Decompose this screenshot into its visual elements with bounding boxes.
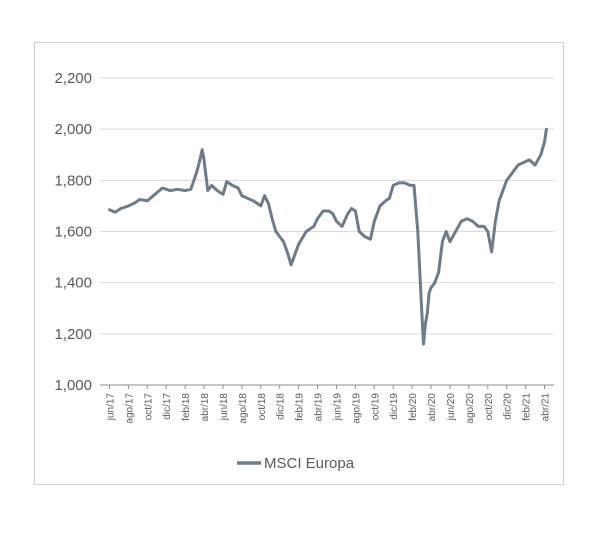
x-tick-label: feb/18 [181,393,192,421]
x-tick-labels: jun/17 ago/17 oct/17 dic/17 feb/18 abr/18 jun/… [105,393,551,424]
gridlines [100,77,554,335]
x-tick-label: ago/19 [351,393,362,424]
x-tick-label: jun/19 [332,393,343,422]
y-tick-label: 1,800 [54,172,92,189]
y-tick-label: 1,600 [54,224,92,241]
x-tick-label: jun/20 [446,393,457,422]
y-tick-label: 2,200 [54,70,92,87]
x-tick-label: ago/18 [238,393,249,424]
y-tick-label: 1,000 [54,377,92,394]
x-tick-label: abr/19 [314,393,325,422]
x-tick-label: ago/20 [465,393,476,424]
series-line-msci-europa [108,127,548,346]
x-tick-label: abr/20 [427,393,438,422]
y-tick-labels: 1,000 1,200 1,400 1,600 1,800 2,000 2,200 [54,70,92,394]
x-tick-label: dic/20 [503,393,514,420]
y-tick-label: 1,200 [54,326,92,343]
x-tick-label: abr/21 [541,393,552,422]
x-tick-label: oct/17 [143,393,154,421]
x-tick-label: oct/19 [370,393,381,421]
x-tick-label: dic/18 [276,393,287,420]
x-tick-label: feb/21 [522,393,533,421]
line-chart: 1,000 1,200 1,400 1,600 1,800 2,000 2,200 jun/… [54,70,554,472]
x-tick-label: abr/18 [200,393,211,422]
x-tick-label: feb/19 [295,393,306,421]
x-tick-label: oct/20 [484,393,495,421]
legend: MSCI Europa [237,455,355,472]
x-tick-label: dic/17 [162,393,173,420]
x-tick-label: jun/17 [105,393,116,422]
series-lines [108,127,548,346]
chart-frame: 1,000 1,200 1,400 1,600 1,800 2,000 2,200 jun/… [34,42,564,485]
x-tick-label: ago/17 [124,393,135,424]
legend-label: MSCI Europa [264,455,355,472]
x-tick-label: jun/18 [219,393,230,422]
x-tick-label: dic/19 [389,393,400,420]
y-tick-label: 2,000 [54,121,92,138]
y-tick-label: 1,400 [54,275,92,292]
axes [100,384,554,389]
x-tick-label: feb/20 [408,393,419,421]
x-tick-label: oct/18 [257,393,268,421]
